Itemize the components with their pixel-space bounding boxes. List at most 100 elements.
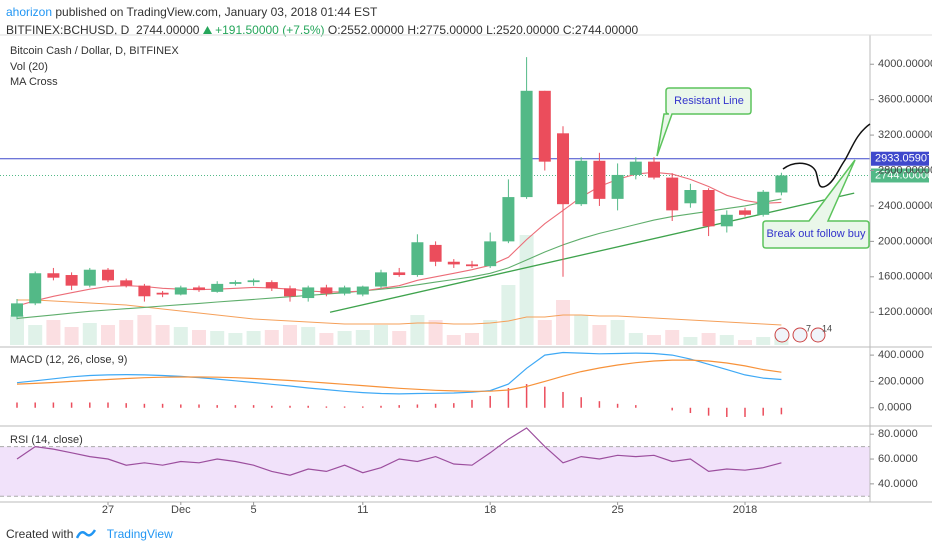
volume-bar [64,327,79,345]
volume-bar [519,235,534,345]
user[interactable]: ahorizon [6,5,53,19]
x-tick-label: 18 [484,504,496,516]
macd-histogram-bar [598,401,601,408]
volume-bar [647,335,661,345]
logo [76,529,96,539]
candle-body [648,161,660,178]
volume-bar [392,331,407,345]
candle-body [174,287,187,295]
y-tick-label: 1600.00000 [878,271,932,283]
ohlc-open: O:2552.00000 [327,23,404,37]
candle-body [520,90,533,198]
y-tick-label: 2800.00000 [878,164,932,176]
candle-body [702,190,715,227]
macd-histogram-bar [416,404,419,408]
macd-histogram-bar [325,406,328,408]
candle-body [684,190,697,204]
candle-body [193,287,205,291]
event-flag[interactable] [792,327,808,343]
change: +191.50000 (+7.5%) [202,23,325,37]
macd-histogram-bar [216,405,218,408]
publish-line: ahorizon published on TradingView.com, J… [6,3,638,21]
volume-bar [574,315,589,345]
macd-histogram-bar [544,386,546,408]
macd-histogram-bar [780,407,783,415]
up-arrow [202,26,212,34]
volume-bar [556,300,570,345]
candle-body [156,292,169,295]
candle-body [83,269,96,286]
y-tick-label: 2400.00000 [878,200,932,212]
macd-histogram-bar [489,395,491,408]
macd-histogram-bar [34,402,36,408]
macd-histogram-bar [16,402,18,408]
price-level-badge [871,168,929,183]
y-tick-label: 2000.00000 [878,235,932,247]
price-level-label: 2933.05907 [875,153,932,165]
volume-bar [665,330,680,345]
price: 2744.00000 [136,23,200,37]
footer: Created with TradingView [6,527,173,541]
volume-bar [82,323,97,345]
callout-box [762,159,870,249]
x-tick-label: 11 [357,504,368,516]
volume-bar [283,325,297,345]
candle-body [338,287,351,294]
created-with: Created with [6,527,74,541]
macd-histogram-bar [580,397,582,408]
price-level-label: 2744.00000 [875,169,932,181]
ohlc-low: L:2520.00000 [486,23,560,37]
event-count: 14 [822,323,832,333]
volume-bar [756,337,771,345]
volume-bar [228,333,243,345]
event-count: 7 [806,323,811,333]
macd-histogram-bar [252,405,255,408]
candle-body [484,241,497,267]
macd-histogram-bar [362,406,364,408]
candle-body [393,272,406,276]
candle-body [775,175,788,193]
volume-bar [446,335,461,345]
volume-bar [319,333,334,345]
candle-body [411,242,424,276]
candle-body [375,272,387,287]
callout-text: Break out follow buy [766,228,866,240]
event-flag [774,327,790,343]
x-tick-label: Dec [171,504,191,516]
brand[interactable]: TradingView [106,527,173,541]
candle-body [284,288,296,297]
x-tick-label: 27 [102,504,114,516]
volume-bar [610,320,625,345]
events: 7 14 [774,323,832,343]
macd-histogram-bar [52,402,55,408]
macd-histogram-bar [125,403,127,408]
drawing-curve [782,123,871,188]
volume-bar [501,285,516,345]
rsi-band [0,446,870,497]
y-tick-label: 200.0000 [878,375,924,387]
volume-bar [173,327,188,345]
candle-body [575,160,588,205]
volume-bar [683,337,698,345]
event-flag[interactable] [810,327,826,343]
macd-histogram-bar [744,407,746,417]
candle-body [720,214,733,227]
macd-histogram-bar [180,404,182,408]
price-level-badge [871,151,929,166]
change-value: +191.50000 (+7.5%) [215,23,325,37]
volume-bar [210,331,225,345]
x-tick-label: 25 [611,504,623,516]
trendline [329,192,855,313]
volume-bar [483,320,498,345]
callout-breakout: Break out follow buy [762,159,870,249]
y-tick-label: 3600.00000 [878,94,932,106]
volume-bar [719,335,734,345]
macd-histogram-bar [143,403,146,408]
candle-body [557,133,569,205]
macd-histogram-bar [453,403,455,408]
macd-histogram-bar [616,403,619,408]
macd-line [16,351,782,395]
macd-histogram-bar [198,404,200,408]
